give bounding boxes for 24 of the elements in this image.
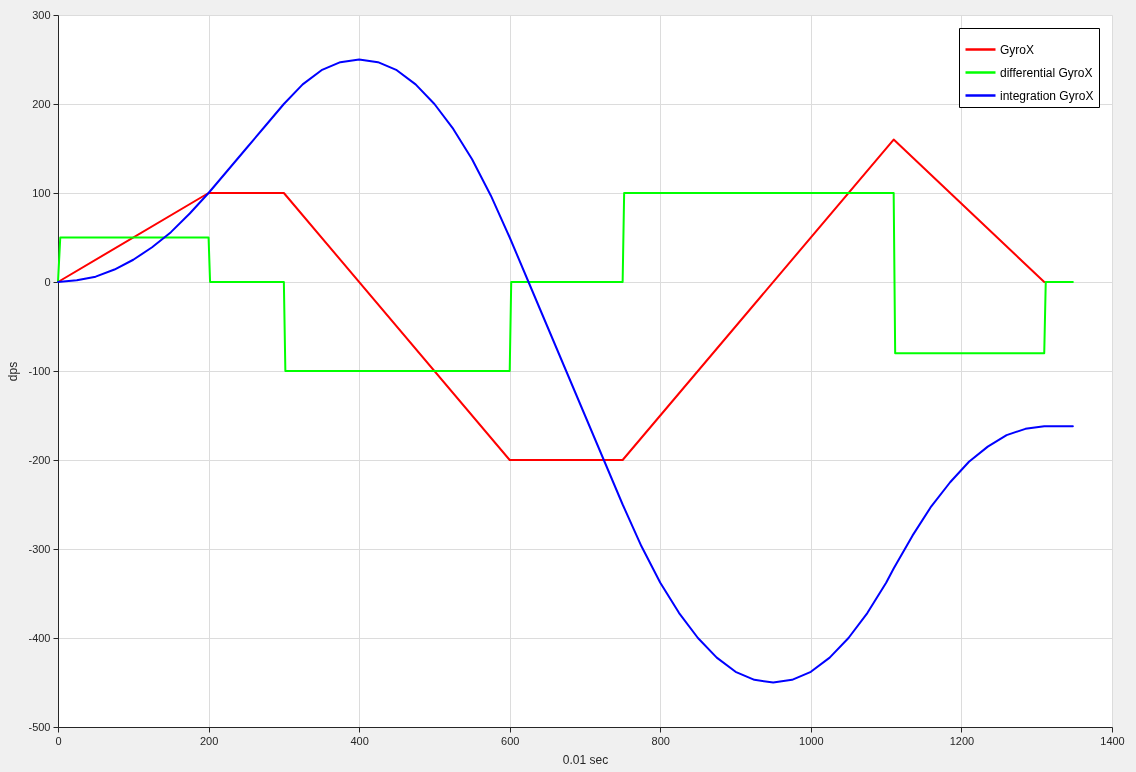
legend-label: differential GyroX <box>1000 65 1093 80</box>
y-tick-label: 300 <box>32 8 51 21</box>
y-axis-title: dps <box>6 361 21 382</box>
x-tick-label: 1000 <box>799 734 824 747</box>
legend-label: GyroX <box>1000 42 1035 57</box>
line-series <box>57 192 1074 372</box>
y-tick-label: -200 <box>28 453 51 466</box>
x-tick-label: 600 <box>501 734 520 747</box>
x-tick-label: 200 <box>199 734 219 747</box>
x-tick-label: 0 <box>55 734 62 747</box>
y-tick-label: 100 <box>32 186 51 199</box>
y-tick-label: -500 <box>28 720 51 733</box>
line-series <box>57 138 1046 461</box>
y-tick-label: -300 <box>28 542 51 555</box>
x-tick-label: 1200 <box>949 734 975 747</box>
y-tick-label: -100 <box>28 364 51 377</box>
legend-label: integration GyroX <box>1000 88 1094 103</box>
x-tick-label: 800 <box>651 734 670 747</box>
x-tick-label: 400 <box>350 734 369 747</box>
y-tick-label: 0 <box>44 275 51 288</box>
x-tick-label: 1400 <box>1100 734 1125 747</box>
y-tick-label: 200 <box>32 97 51 110</box>
x-axis-title: 0.01 sec <box>562 752 609 767</box>
y-tick-label: -400 <box>28 631 51 644</box>
